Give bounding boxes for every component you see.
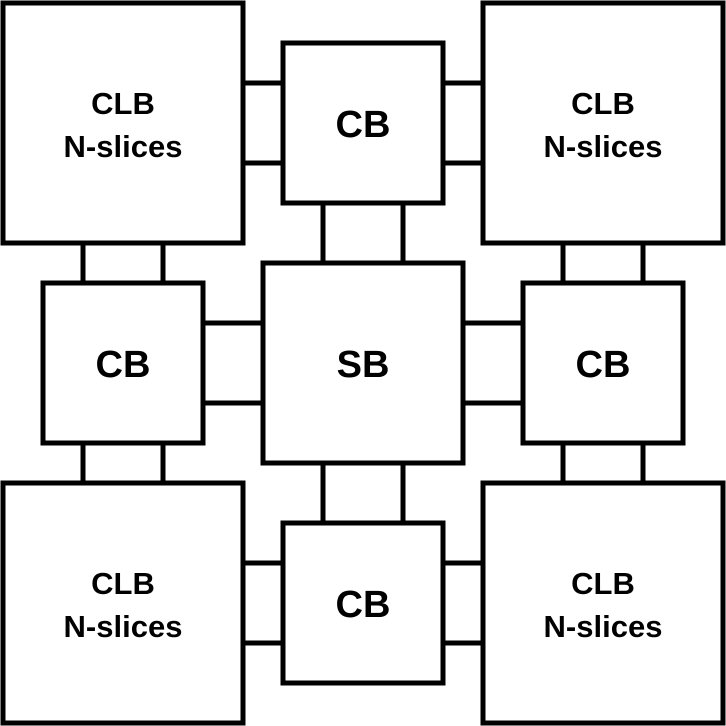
cb-label: CB [336,584,391,626]
cb-block-top: CB [280,40,446,206]
clb-subtitle: N-slices [544,129,663,164]
clb-title: CLB [571,566,635,601]
cb-label: CB [336,104,391,146]
clb-title: CLB [91,86,155,121]
clb-title: CLB [571,86,635,121]
connection-wires [80,80,646,646]
clb-subtitle: N-slices [64,129,183,164]
clb-block-bottom-left: CLB N-slices [0,480,246,726]
clb-subtitle: N-slices [64,609,183,644]
sb-label: SB [337,344,390,386]
clb-title: CLB [91,566,155,601]
clb-subtitle: N-slices [544,609,663,644]
cb-block-left: CB [40,280,206,446]
clb-block-top-right: CLB N-slices [480,0,726,246]
cb-label: CB [576,344,631,386]
clb-block-top-left: CLB N-slices [0,0,246,246]
cb-label: CB [96,344,151,386]
clb-block-bottom-right: CLB N-slices [480,480,726,726]
cb-block-right: CB [520,280,686,446]
cb-block-bottom: CB [280,520,446,686]
sb-block-center: SB [260,260,466,466]
